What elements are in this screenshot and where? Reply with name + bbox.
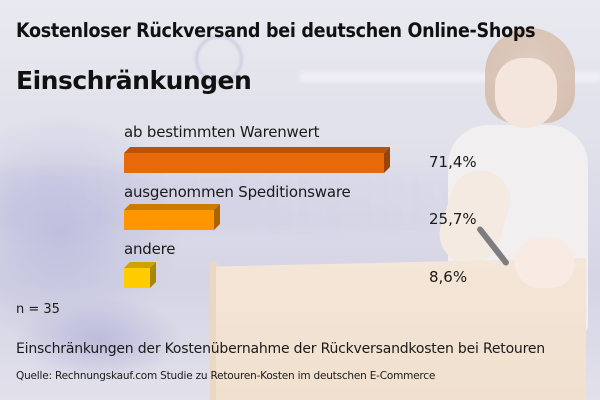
bar-ab-bestimmten-warenwert [124,147,390,173]
bar-front-face [124,153,384,173]
bar-label: ausgenommen Speditionsware [124,183,351,201]
bar-label: andere [124,240,176,258]
background-clock [195,35,243,83]
bar-side-face [384,147,390,173]
background-shelf [300,72,600,82]
bar-front-face [124,210,214,230]
chart-caption: Einschränkungen der Kostenübernahme der … [16,341,545,357]
bar-top-face [124,262,156,268]
bar-value: 71,4% [429,153,477,171]
source-note: Quelle: Rechnungskauf.com Studie zu Reto… [16,370,436,382]
bar-andere [124,262,156,288]
bar-front-face [124,268,150,288]
bar-side-face [214,204,220,230]
woman-face [495,58,557,128]
bar-value: 8,6% [429,268,468,286]
bar-top-face [124,147,390,153]
bar-label: ab bestimmten Warenwert [124,123,320,141]
chart-title: Kostenloser Rückversand bei deutschen On… [16,19,536,42]
bar-value: 25,7% [429,210,477,228]
bar-side-face [150,262,156,288]
bar-ausgenommen-speditionsware [124,204,220,230]
sample-size: n = 35 [16,302,60,317]
woman-hand [515,238,575,288]
chart-subtitle: Einschränkungen [16,66,252,95]
bar-top-face [124,204,220,210]
cardboard-box-edge [210,262,218,400]
